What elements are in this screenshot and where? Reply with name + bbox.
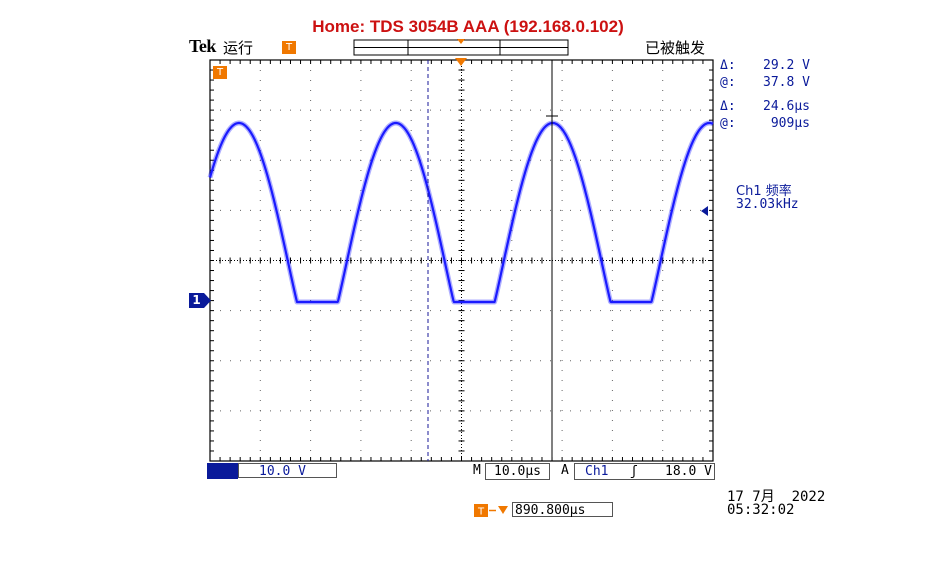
time-cursor-delta: Δ: 24.6µs	[720, 99, 810, 114]
trigger-position-icon: T	[474, 504, 508, 518]
trigger-level-arrow-icon	[701, 206, 708, 216]
amplitude-cursor-position: @: 37.8 V	[720, 75, 810, 90]
date-display: 17 7月 2022	[727, 489, 826, 505]
timebase-value[interactable]: 10.0µs	[485, 463, 550, 480]
measurement-label: Ch1 频率	[736, 184, 792, 199]
window-title: Home: TDS 3054B AAA (192.168.0.102)	[312, 17, 624, 36]
trigger-level-value: 18.0 V	[665, 464, 712, 479]
svg-text:T: T	[477, 507, 485, 518]
trigger-prefix: A	[561, 463, 569, 478]
trigger-status: 已被触发	[645, 39, 706, 57]
time-display: 05:32:02	[727, 502, 795, 518]
tek-logo: Tek	[189, 36, 216, 56]
waveform-display	[207, 59, 715, 462]
time-cursor-position: @: 909µs	[720, 116, 810, 131]
trigger-position-arrow-icon	[455, 58, 467, 66]
run-status: 运行	[223, 39, 254, 57]
trigger-source: Ch1	[585, 464, 609, 479]
ch1-volts-per-div[interactable]: 10.0 V	[238, 463, 337, 479]
trigger-position-value[interactable]: 890.800µs	[512, 502, 613, 518]
amplitude-cursor-delta: Δ: 29.2 V	[720, 58, 810, 73]
ch1-label[interactable]: Ch1	[207, 463, 238, 479]
timebase-prefix: M	[473, 463, 481, 478]
ch1-waveform-trace	[207, 120, 715, 305]
graticule	[209, 59, 714, 462]
ch1-ground-arrow-icon	[204, 293, 211, 308]
ch1-ground-marker[interactable]: 1	[189, 293, 204, 308]
trigger-time-marker-icon: T	[213, 66, 227, 79]
measurement-value: 32.03kHz	[736, 197, 799, 212]
cursor-lines	[427, 60, 558, 461]
trigger-setting[interactable]: Ch1 ʃ 18.0 V	[574, 463, 715, 480]
rising-edge-icon: ʃ	[630, 464, 638, 479]
record-position-marker-icon: T	[282, 41, 296, 54]
record-length-indicator	[353, 39, 569, 56]
